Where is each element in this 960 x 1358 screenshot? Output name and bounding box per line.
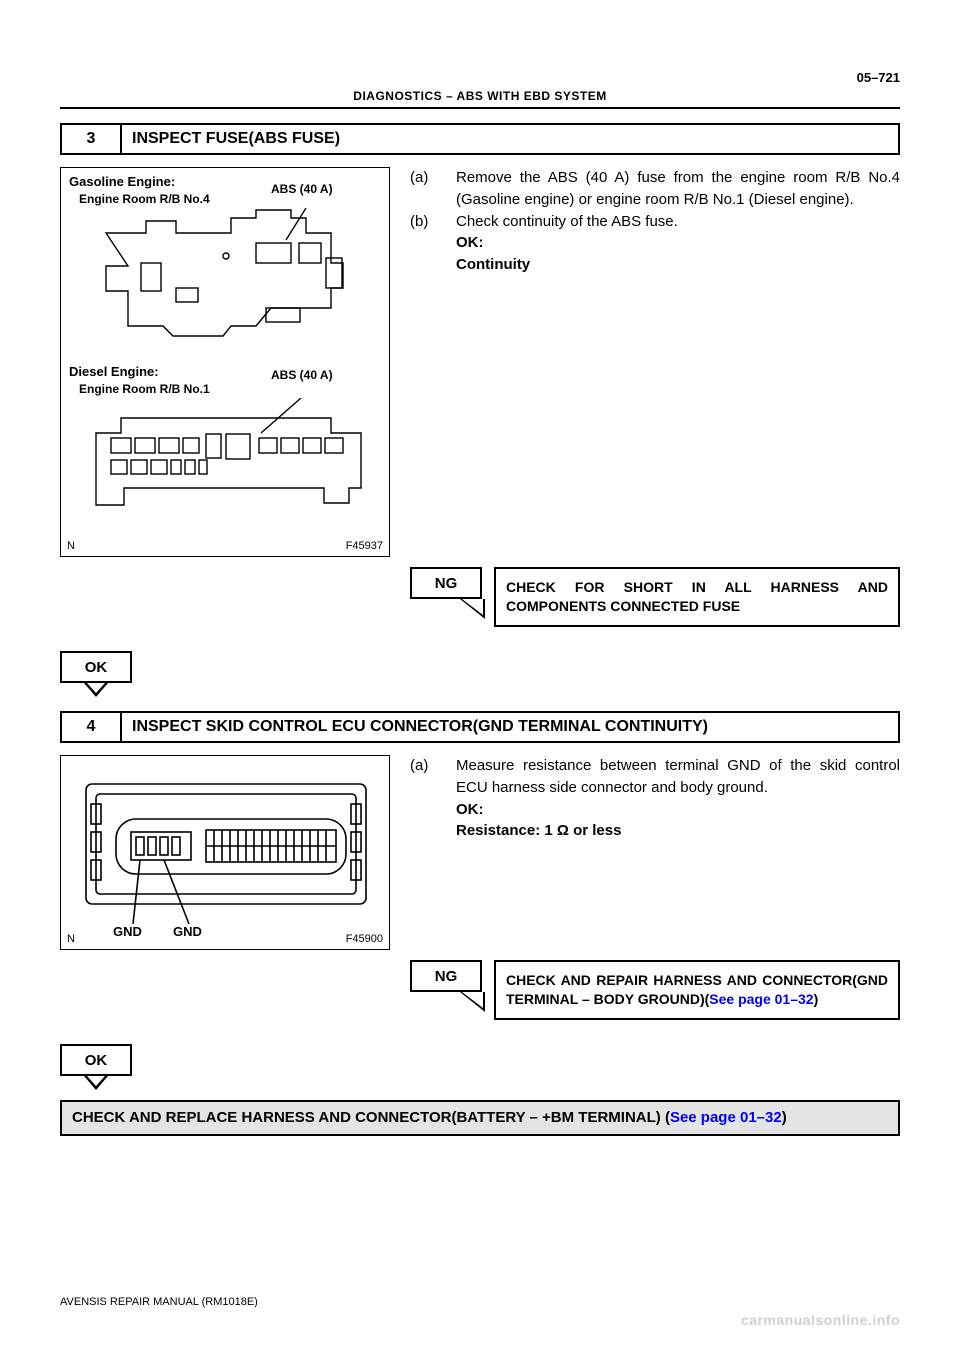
step4-ng-row: NG CHECK AND REPAIR HARNESS AND CONNECTO… [410,960,900,1020]
step4-ng-prefix: CHECK AND REPAIR HARNESS AND CONNECTOR(G… [506,972,888,1007]
step4-ok-value: Resistance: 1 Ω or less [410,820,900,842]
fig2-gnd2: GND [173,924,202,939]
fig1-group2-sub: Engine Room R/B No.1 [79,382,210,396]
fig2-n: N [67,933,75,945]
step3-row: Gasoline Engine: Engine Room R/B No.4 AB… [60,167,900,557]
step3-b-marker: (b) [410,211,438,233]
fig1-svg-bottom [61,398,391,548]
fig1-group2-tag: ABS (40 A) [271,368,333,382]
step3-ok-label: OK: [410,232,900,254]
step4-bar: 4 INSPECT SKID CONTROL ECU CONNECTOR(GND… [60,711,900,743]
fig1-code: F45937 [346,540,383,552]
fig1-group1-sub: Engine Room R/B No.4 [79,192,210,206]
step4-ng-link[interactable]: See page 01–32 [709,991,813,1007]
footer-text: AVENSIS REPAIR MANUAL (RM1018E) [60,1296,258,1308]
step3-ok-value: Continuity [410,254,900,276]
result-suffix: ) [782,1109,787,1126]
step4-ng-text: CHECK AND REPAIR HARNESS AND CONNECTOR(G… [494,960,900,1020]
step3-number: 3 [62,125,122,153]
step3-text: (a) Remove the ABS (40 A) fuse from the … [410,167,900,276]
step3-ok-wrap: OK [60,651,132,683]
result-link[interactable]: See page 01–32 [670,1109,782,1126]
step3-bar: 3 INSPECT FUSE(ABS FUSE) [60,123,900,155]
fig1-group1-title: Gasoline Engine: [69,174,175,189]
step3-title: INSPECT FUSE(ABS FUSE) [122,125,898,153]
step4-number: 4 [62,713,122,741]
fig2-gnd1: GND [113,924,142,939]
step4-ok-wrap: OK [60,1044,132,1076]
ng-arrow-icon: NG [410,567,482,627]
fig2-code: F45900 [346,933,383,945]
result-prefix: CHECK AND REPLACE HARNESS AND CONNECTOR(… [72,1109,670,1126]
step4-figure: GND GND N F45900 [60,755,390,950]
fig1-svg-top [61,208,391,378]
step4-title: INSPECT SKID CONTROL ECU CONNECTOR(GND T… [122,713,898,741]
step4-ok-label: OK: [410,799,900,821]
fig1-n: N [67,540,75,552]
step3-ng-label: NG [410,567,482,599]
step3-b-text: Check continuity of the ABS fuse. [456,211,900,233]
fig2-svg [61,764,391,939]
step4-ng-label: NG [410,960,482,992]
step3-a-marker: (a) [410,167,438,211]
step4-ng-suffix: ) [814,991,819,1007]
step4-a-marker: (a) [410,755,438,799]
watermark: carmanualsonline.info [741,1312,900,1328]
step3-ok-box: OK [60,651,132,683]
fig1-group1-tag: ABS (40 A) [271,182,333,196]
step4-text: (a) Measure resistance between terminal … [410,755,900,842]
step3-ng-row: NG CHECK FOR SHORT IN ALL HARNESS AND CO… [410,567,900,627]
step3-figure: Gasoline Engine: Engine Room R/B No.4 AB… [60,167,390,557]
step4-a-text: Measure resistance between terminal GND … [456,755,900,799]
ng-arrow-icon: NG [410,960,482,1020]
step4-ok-box: OK [60,1044,132,1076]
step4-row: GND GND N F45900 (a) Measure resistance … [60,755,900,950]
fig1-group2-title: Diesel Engine: [69,364,159,379]
section-header: DIAGNOSTICS – ABS WITH EBD SYSTEM [60,89,900,109]
step3-ng-text: CHECK FOR SHORT IN ALL HARNESS AND COMPO… [494,567,900,627]
result-bar: CHECK AND REPLACE HARNESS AND CONNECTOR(… [60,1100,900,1136]
page: 05–721 DIAGNOSTICS – ABS WITH EBD SYSTEM… [0,0,960,1358]
step3-a-text: Remove the ABS (40 A) fuse from the engi… [456,167,900,211]
page-number: 05–721 [60,70,900,85]
